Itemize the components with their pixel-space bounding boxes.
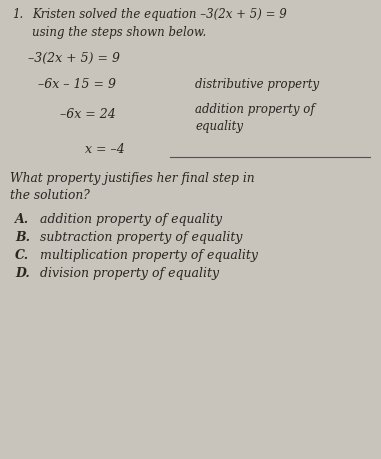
Text: A.: A. xyxy=(15,213,29,226)
Text: D.: D. xyxy=(15,267,30,280)
Text: What property justifies her final step in: What property justifies her final step i… xyxy=(10,172,255,185)
Text: equality: equality xyxy=(195,120,243,133)
Text: Kristen solved the equation –3(2x + 5) = 9: Kristen solved the equation –3(2x + 5) =… xyxy=(32,8,287,21)
Text: subtraction property of equality: subtraction property of equality xyxy=(40,231,242,244)
Text: x = –4: x = –4 xyxy=(85,143,125,156)
Text: division property of equality: division property of equality xyxy=(40,267,219,280)
Text: –3(2x + 5) = 9: –3(2x + 5) = 9 xyxy=(28,52,120,65)
Text: –6x = 24: –6x = 24 xyxy=(60,108,116,121)
Text: addition property of: addition property of xyxy=(195,103,315,116)
Text: B.: B. xyxy=(15,231,30,244)
Text: –6x – 15 = 9: –6x – 15 = 9 xyxy=(38,78,116,91)
Text: distributive property: distributive property xyxy=(195,78,319,91)
Text: multiplication property of equality: multiplication property of equality xyxy=(40,249,258,262)
Text: the solution?: the solution? xyxy=(10,189,90,202)
Text: 1.: 1. xyxy=(12,8,23,21)
Text: addition property of equality: addition property of equality xyxy=(40,213,222,226)
Text: C.: C. xyxy=(15,249,29,262)
Text: using the steps shown below.: using the steps shown below. xyxy=(32,26,206,39)
